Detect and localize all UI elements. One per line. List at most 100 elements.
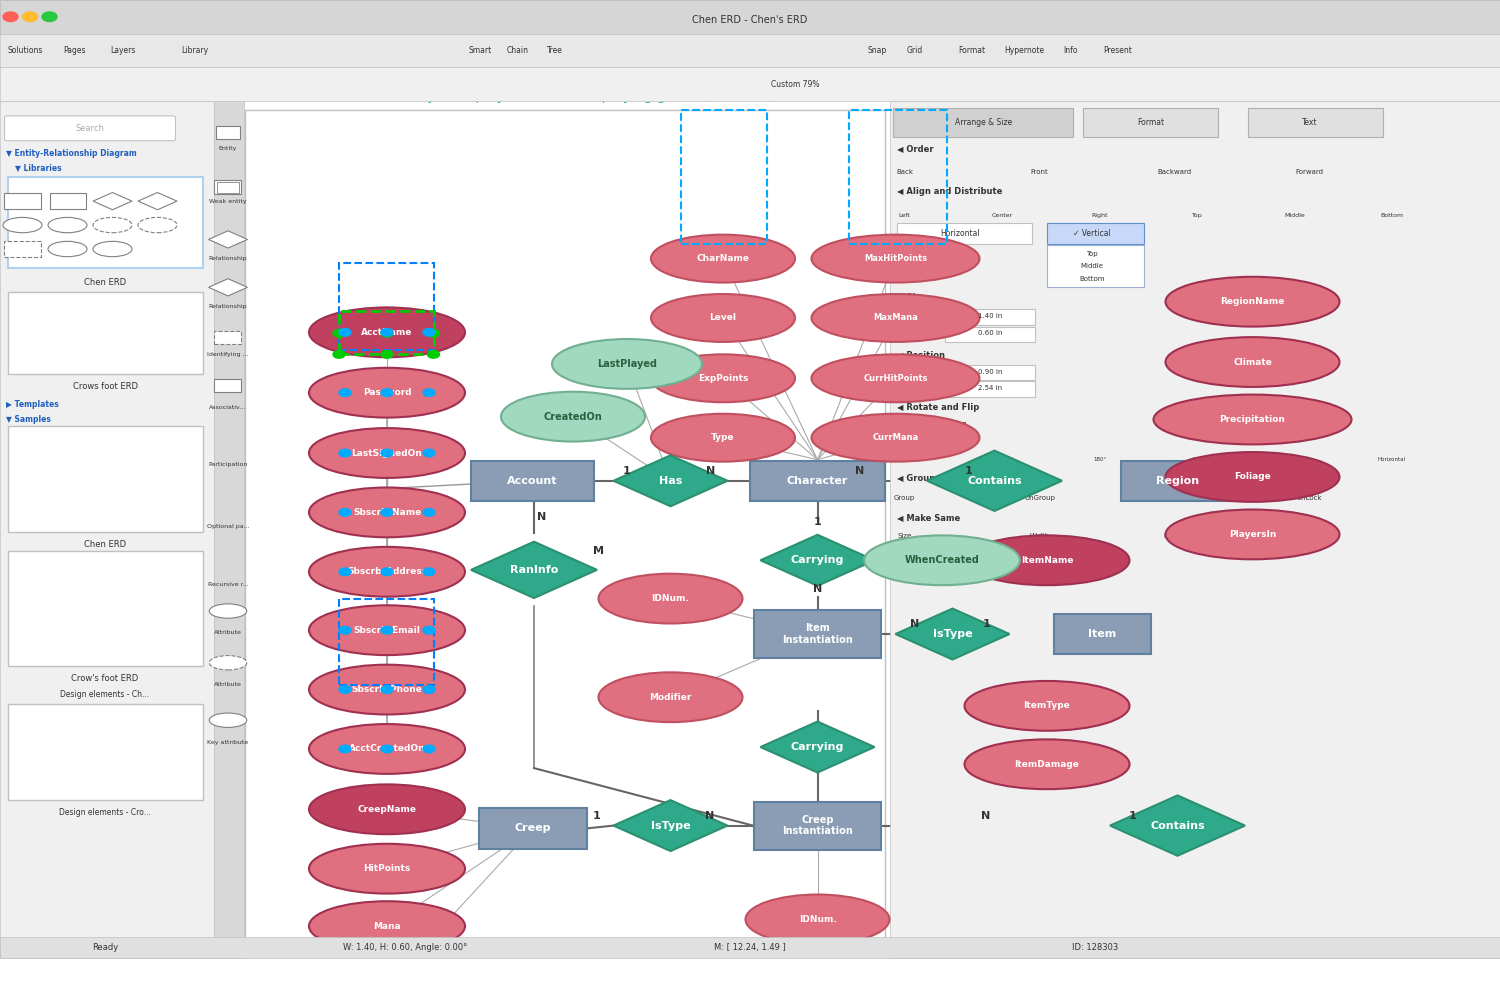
Ellipse shape: [746, 894, 890, 945]
Text: Relationship: Relationship: [209, 304, 248, 309]
Text: 1: 1: [813, 517, 822, 527]
Ellipse shape: [309, 961, 465, 985]
Text: Width: Width: [1029, 533, 1050, 540]
Ellipse shape: [48, 241, 87, 257]
Circle shape: [423, 329, 435, 336]
Text: ◀ Order: ◀ Order: [897, 144, 933, 153]
Circle shape: [427, 329, 439, 337]
Text: UnGroup: UnGroup: [1024, 495, 1054, 501]
Text: Optional pa...: Optional pa...: [207, 524, 249, 529]
FancyBboxPatch shape: [50, 193, 86, 209]
FancyBboxPatch shape: [945, 381, 1035, 397]
Text: MaxHitPoints: MaxHitPoints: [864, 254, 927, 263]
Text: N: N: [855, 466, 864, 476]
Ellipse shape: [651, 355, 795, 402]
Text: Entity-relationship diagram (Chen's notation): Entity-relationship diagram (Chen's nota…: [405, 70, 720, 84]
FancyBboxPatch shape: [897, 224, 1032, 244]
FancyBboxPatch shape: [8, 704, 202, 800]
FancyBboxPatch shape: [217, 182, 238, 192]
FancyBboxPatch shape: [1120, 461, 1233, 501]
Text: ItemDamage: ItemDamage: [1014, 759, 1080, 768]
Text: Key attribute: Key attribute: [207, 740, 249, 745]
Circle shape: [3, 12, 18, 22]
FancyBboxPatch shape: [8, 177, 202, 268]
Text: ✓ Vertical: ✓ Vertical: [1072, 230, 1112, 238]
Text: X: X: [904, 367, 909, 376]
Circle shape: [381, 686, 393, 693]
Ellipse shape: [864, 536, 1020, 585]
Text: UnLock: UnLock: [1296, 495, 1323, 501]
Text: Smart: Smart: [468, 45, 492, 55]
Text: Identifying ...: Identifying ...: [207, 352, 249, 357]
Polygon shape: [209, 279, 248, 296]
Text: Pin    Center-Center: Pin Center-Center: [904, 436, 980, 445]
FancyBboxPatch shape: [4, 193, 40, 209]
Text: N: N: [813, 584, 822, 594]
Text: 1: 1: [1128, 811, 1137, 821]
Text: 1: 1: [964, 466, 974, 476]
Circle shape: [333, 351, 345, 359]
Text: AcctName: AcctName: [362, 328, 413, 337]
Polygon shape: [760, 535, 874, 586]
Text: Climate: Climate: [1233, 358, 1272, 366]
Text: Account: Account: [507, 476, 558, 486]
Text: Library: Library: [182, 45, 209, 55]
Text: 90°CW: 90°CW: [896, 457, 914, 462]
Ellipse shape: [209, 604, 246, 619]
Text: LastSignedOn: LastSignedOn: [351, 448, 423, 457]
Text: RanInfo: RanInfo: [510, 564, 558, 575]
Text: Right: Right: [1090, 213, 1107, 218]
Text: Top: Top: [1191, 213, 1203, 218]
Text: Group: Group: [894, 495, 915, 501]
FancyBboxPatch shape: [4, 116, 176, 141]
FancyBboxPatch shape: [754, 802, 882, 849]
FancyBboxPatch shape: [945, 309, 1035, 325]
Text: Weak entity: Weak entity: [209, 199, 248, 204]
Text: LastPlayed: LastPlayed: [597, 359, 657, 369]
Text: Carrying: Carrying: [790, 556, 844, 565]
FancyBboxPatch shape: [0, 100, 214, 957]
Ellipse shape: [1154, 395, 1352, 444]
FancyBboxPatch shape: [890, 100, 1500, 957]
Text: M: [ 12.24, 1.49 ]: M: [ 12.24, 1.49 ]: [714, 943, 786, 952]
Text: ◀ Size: ◀ Size: [897, 293, 926, 301]
Polygon shape: [927, 450, 1062, 511]
Text: Angle   0.00 deg: Angle 0.00 deg: [904, 420, 968, 428]
Text: Horizontal: Horizontal: [1378, 457, 1406, 462]
Circle shape: [339, 449, 351, 457]
Ellipse shape: [1166, 277, 1340, 327]
Polygon shape: [93, 192, 132, 210]
Ellipse shape: [651, 234, 795, 283]
Ellipse shape: [309, 307, 465, 358]
Text: Forward: Forward: [1296, 169, 1323, 175]
Text: Layers: Layers: [111, 45, 135, 55]
Text: ExpPoints: ExpPoints: [698, 374, 748, 383]
Text: IDNum.: IDNum.: [798, 915, 837, 924]
Text: Format: Format: [958, 45, 986, 55]
Text: 1: 1: [592, 811, 602, 821]
Text: Bottom: Bottom: [1080, 276, 1104, 282]
Text: SbscrbrEmail: SbscrbrEmail: [354, 625, 420, 634]
Text: 90°CCW: 90°CCW: [990, 457, 1014, 462]
FancyBboxPatch shape: [0, 937, 1500, 957]
Text: of Massively multiplayer online role-playing game (MMORPG): of Massively multiplayer online role-pla…: [350, 89, 776, 102]
Circle shape: [423, 686, 435, 693]
Text: Middle: Middle: [1284, 213, 1305, 218]
Ellipse shape: [309, 724, 465, 774]
Text: Contains: Contains: [1150, 821, 1204, 830]
Text: Character: Character: [788, 476, 847, 486]
Circle shape: [381, 351, 393, 359]
Text: Password: Password: [363, 388, 411, 397]
Text: Height: Height: [904, 329, 930, 338]
Text: Item: Item: [1089, 629, 1116, 639]
Circle shape: [381, 449, 393, 457]
FancyBboxPatch shape: [214, 180, 242, 194]
Ellipse shape: [964, 681, 1130, 731]
Text: 1: 1: [982, 620, 992, 629]
Circle shape: [423, 568, 435, 575]
Text: Participation: Participation: [209, 462, 248, 467]
Circle shape: [42, 12, 57, 22]
Circle shape: [381, 568, 393, 575]
FancyBboxPatch shape: [471, 461, 594, 501]
Text: Entity: Entity: [219, 146, 237, 151]
